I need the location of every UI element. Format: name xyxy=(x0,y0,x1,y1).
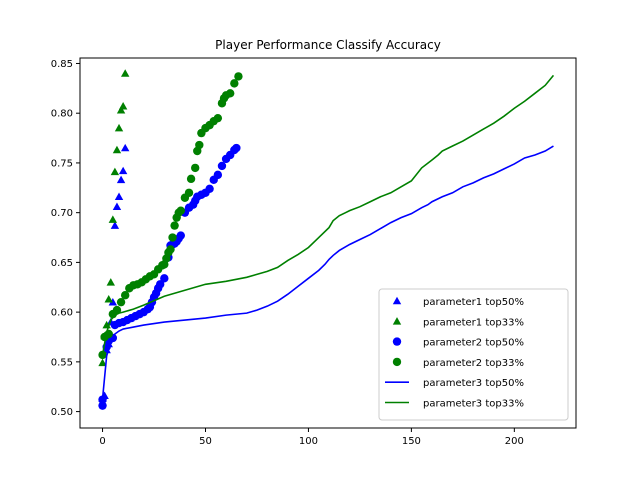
legend-label: parameter2 top33% xyxy=(423,358,524,369)
data-point-triangle xyxy=(112,145,122,154)
data-point-triangle xyxy=(120,69,130,77)
legend-circle-swatch xyxy=(392,357,402,367)
series-parameter3-top33- xyxy=(101,74,555,356)
data-point-circle xyxy=(184,188,194,197)
data-point-circle xyxy=(230,79,239,88)
data-point-circle xyxy=(98,401,107,410)
legend-label: parameter1 top50% xyxy=(423,297,524,308)
y-tick-label: 0.85 xyxy=(51,59,73,70)
data-point-circle xyxy=(186,174,196,184)
data-point-triangle xyxy=(120,143,130,152)
data-point-circle xyxy=(213,170,223,180)
x-tick-label: 0 xyxy=(99,436,105,447)
data-point-circle xyxy=(170,221,179,230)
data-point-triangle xyxy=(114,192,124,201)
legend-circle-swatch xyxy=(392,337,402,346)
data-point-triangle xyxy=(108,297,118,306)
data-point-circle xyxy=(205,184,214,193)
data-point-triangle xyxy=(118,166,128,175)
y-tick-label: 0.80 xyxy=(51,109,73,120)
legend-label: parameter2 top50% xyxy=(423,338,524,349)
data-point-triangle xyxy=(108,215,118,223)
data-point-triangle xyxy=(98,358,107,367)
legend-label: parameter1 top33% xyxy=(423,317,524,328)
legend: parameter1 top50% parameter1 top33% parame… xyxy=(378,288,569,421)
y-axis: 0.50 0.55 0.60 0.65 0.70 0.75 0.80 0.85 xyxy=(51,59,80,418)
data-point-circle xyxy=(160,274,169,283)
legend-triangle-swatch xyxy=(392,296,402,305)
y-tick-label: 0.70 xyxy=(51,208,73,219)
y-tick-label: 0.65 xyxy=(51,258,73,269)
series-line xyxy=(101,145,554,399)
data-point-circle xyxy=(234,72,243,81)
series-parameter2-top50- xyxy=(98,143,241,410)
data-point-triangle xyxy=(116,175,126,184)
y-tick-label: 0.75 xyxy=(51,158,73,169)
chart-marks xyxy=(98,69,555,410)
y-tick-label: 0.60 xyxy=(51,308,73,319)
data-point-circle xyxy=(120,291,130,300)
y-tick-label: 0.55 xyxy=(51,357,73,368)
data-point-circle xyxy=(155,280,165,289)
legend-label: parameter3 top50% xyxy=(423,378,524,389)
data-point-circle xyxy=(213,113,223,123)
x-tick-label: 200 xyxy=(505,436,524,447)
data-point-circle xyxy=(166,245,175,254)
data-point-triangle xyxy=(112,202,122,210)
data-point-circle xyxy=(217,161,227,171)
series-parameter1-top33- xyxy=(98,69,130,367)
chart-title: Player Performance Classify Accuracy xyxy=(215,38,441,52)
x-tick-label: 100 xyxy=(299,436,318,447)
data-point-circle xyxy=(168,233,177,242)
data-point-circle xyxy=(98,395,107,404)
series-parameter2-top33- xyxy=(98,72,243,360)
data-point-circle xyxy=(226,89,235,98)
data-point-triangle xyxy=(116,106,126,114)
data-point-triangle xyxy=(106,278,115,286)
series-parameter3-top50- xyxy=(101,145,554,399)
plot-frame xyxy=(79,57,577,429)
data-point-circle xyxy=(195,140,204,150)
x-tick-label: 150 xyxy=(402,436,421,447)
legend-triangle-swatch xyxy=(392,317,402,325)
data-point-circle xyxy=(190,163,200,173)
data-point-circle xyxy=(112,305,122,315)
legend-box xyxy=(378,288,569,421)
data-point-triangle xyxy=(114,123,124,132)
data-point-circle xyxy=(176,206,185,215)
series-line xyxy=(101,74,555,356)
x-axis: 0 50 100 150 200 xyxy=(99,428,524,447)
legend-label: parameter3 top33% xyxy=(423,399,524,410)
data-point-triangle xyxy=(118,102,128,110)
data-point-triangle xyxy=(110,167,120,176)
data-point-triangle xyxy=(110,221,120,229)
data-point-circle xyxy=(232,143,241,153)
x-tick-label: 50 xyxy=(199,436,212,447)
y-tick-label: 0.50 xyxy=(51,407,73,418)
data-point-triangle xyxy=(104,294,113,303)
data-point-circle xyxy=(116,297,126,307)
data-point-circle xyxy=(176,231,185,240)
